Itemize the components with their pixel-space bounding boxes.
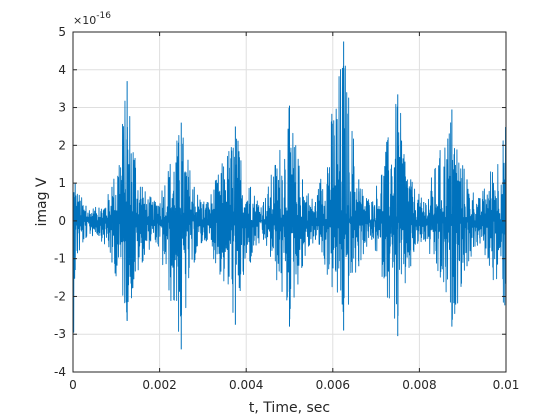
x-tick-label: 0.006 — [316, 378, 350, 392]
x-tick-label: 0.008 — [402, 378, 436, 392]
y-tick-label: 2 — [58, 138, 66, 152]
x-tick-label: 0 — [69, 378, 77, 392]
y-tick-label: 1 — [58, 176, 66, 190]
y-tick-label: 5 — [58, 25, 66, 39]
x-tick-label: 0.004 — [229, 378, 263, 392]
x-tick-label: 0.002 — [142, 378, 176, 392]
y-tick-label: -3 — [54, 327, 66, 341]
x-axis-label: t, Time, sec — [249, 400, 330, 416]
x-axis-ticks: 0 0.002 0.004 0.006 0.008 0.01 — [69, 32, 519, 392]
x-tick-label: 0.01 — [493, 378, 520, 392]
y-tick-label: -4 — [54, 365, 66, 379]
y-axis-label: imag V — [34, 177, 50, 226]
y-exponent-label: ×10-16 — [73, 11, 111, 27]
y-tick-label: 4 — [58, 63, 66, 77]
y-tick-label: -2 — [54, 289, 66, 303]
y-axis-ticks: -4 -3 -2 -1 0 1 2 3 4 5 — [54, 25, 506, 379]
y-tick-label: -1 — [54, 252, 66, 266]
plot-frame — [72, 31, 507, 373]
y-tick-label: 3 — [58, 101, 66, 115]
y-tick-label: 0 — [58, 214, 66, 228]
